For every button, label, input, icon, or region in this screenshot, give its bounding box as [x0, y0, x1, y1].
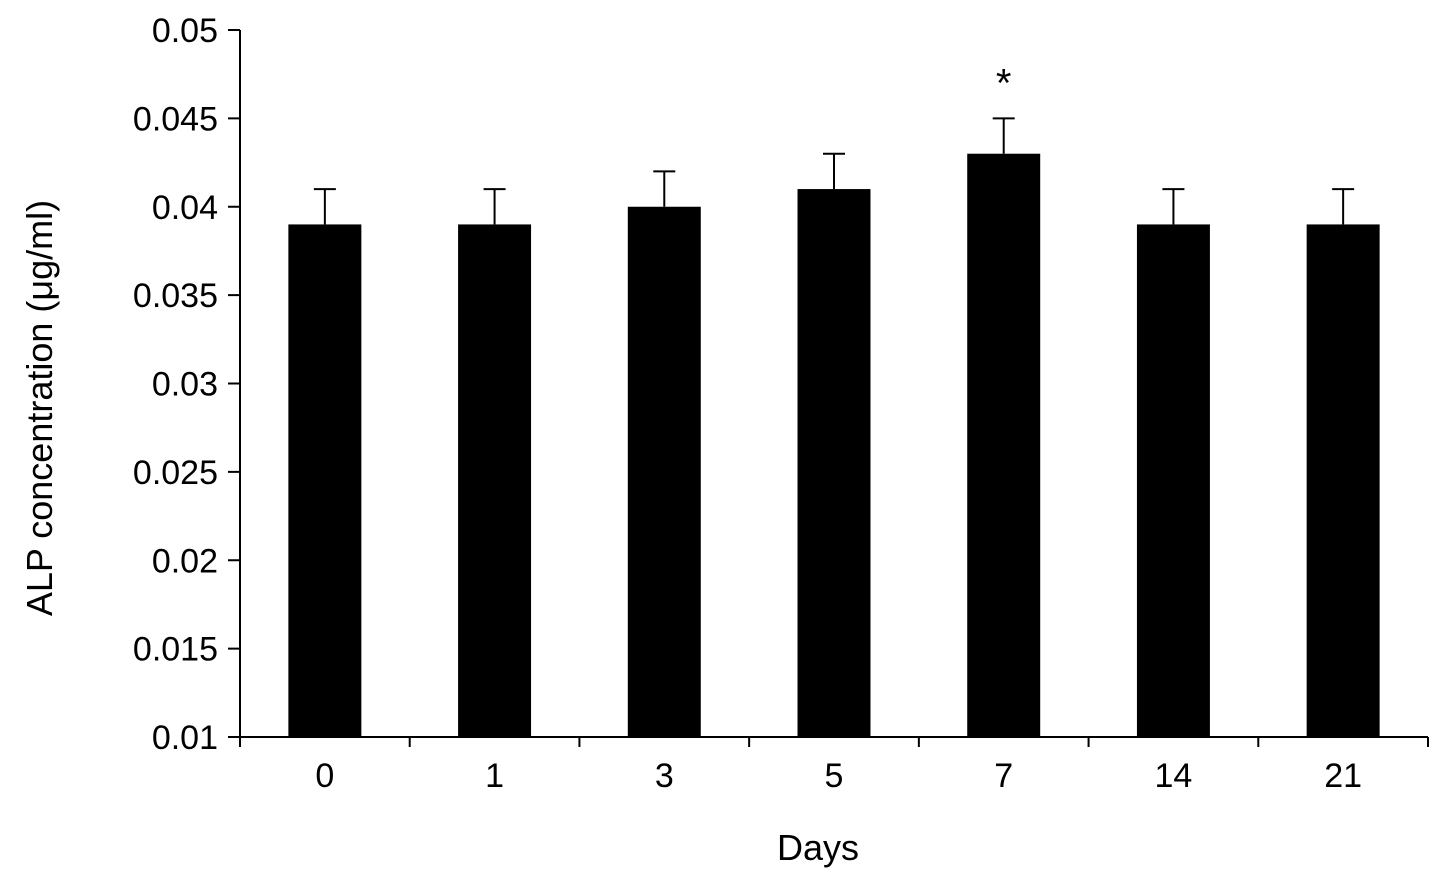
- annotations: *: [996, 61, 1012, 105]
- x-axis-title: Days: [777, 827, 859, 868]
- error-bars: [313, 117, 1355, 225]
- y-tick-label: 0.03: [152, 366, 218, 404]
- bar-day-21: [1306, 224, 1380, 738]
- y-tick-label: 0.025: [133, 454, 218, 492]
- significance-marker: *: [996, 61, 1012, 105]
- y-tick-label: 0.02: [152, 542, 218, 580]
- bar-day-5: [797, 189, 871, 737]
- y-tick-label: 0.05: [152, 12, 218, 50]
- x-tick-label: 14: [1155, 757, 1193, 795]
- y-tick-label: 0.015: [133, 631, 218, 669]
- x-tick-label: 1: [485, 757, 504, 795]
- y-tick-label: 0.045: [133, 100, 218, 138]
- y-tick-label: 0.01: [152, 719, 218, 757]
- x-tick-label: 7: [994, 757, 1013, 795]
- y-axis-title: ALP concentration (μg/ml): [19, 200, 60, 616]
- x-tick-label: 3: [655, 757, 674, 795]
- y-tick-label: 0.035: [133, 277, 218, 315]
- y-axis: 0.01 0.015 0.02 0.025 0.03 0.035 0.04 0.045 0.05: [133, 12, 241, 757]
- x-tick-label: 5: [825, 757, 844, 795]
- y-tick-label: 0.04: [152, 189, 218, 227]
- bar-day-1: [458, 224, 532, 738]
- x-axis: 0 1 3 5 7 14 21: [239, 736, 1429, 795]
- bars: [288, 153, 1380, 738]
- bar-day-14: [1136, 224, 1210, 738]
- x-tick-label: 21: [1324, 757, 1362, 795]
- x-tick-label: 0: [315, 757, 334, 795]
- bar-day-0: [288, 224, 362, 738]
- bar-day-3: [627, 206, 701, 737]
- bar-day-7: [967, 153, 1041, 738]
